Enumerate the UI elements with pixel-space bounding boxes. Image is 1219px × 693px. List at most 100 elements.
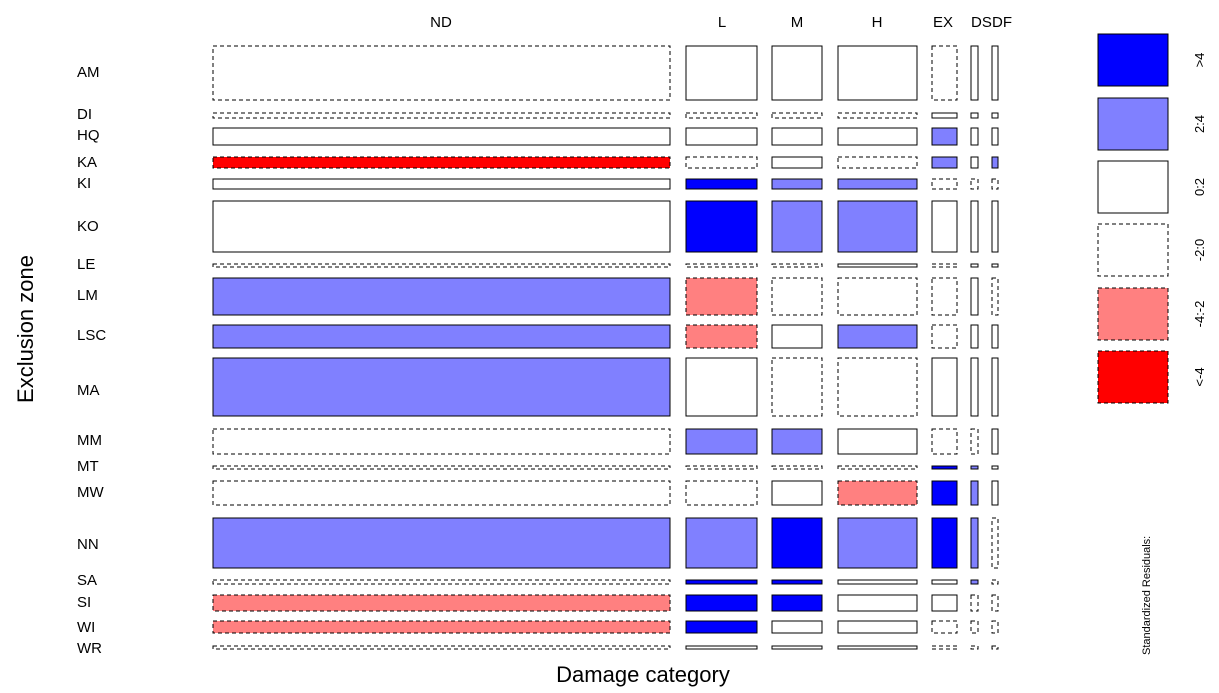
row-label-ki: KI [77,175,91,192]
row-label-le: LE [77,256,95,273]
mosaic-tile-hq-l [685,127,758,146]
mosaic-tile-ko-df [991,200,999,253]
legend-label-2: 0:2 [1192,178,1207,196]
mosaic-tile-mm-ex [931,428,958,455]
mosaic-tile-lm-l [685,277,758,316]
mosaic-tile-ko-l [685,200,758,253]
mosaic-tile-am-h [837,45,918,101]
mosaic-tile-le-df [991,263,999,268]
mosaic-tile-si-h [837,594,918,612]
mosaic-tile-ki-df [991,178,999,190]
row-label-am: AM [77,64,100,81]
mosaic-tile-si-l [685,594,758,612]
mosaic-tile-ko-ds [970,200,979,253]
mosaic-tile-nn-ds [970,517,979,569]
mosaic-tile-sa-ex [931,579,958,585]
mosaic-tiles [212,45,999,650]
mosaic-tile-mt-ds [970,465,979,470]
mosaic-tile-ko-ex [931,200,958,253]
mosaic-tile-ka-h [837,156,918,169]
legend-label-4: -4:-2 [1192,301,1207,328]
mosaic-tile-mm-ds [970,428,979,455]
mosaic-tile-le-ds [970,263,979,268]
mosaic-tile-lsc-ex [931,324,958,349]
row-label-nn: NN [77,536,99,553]
mosaic-tile-mt-h [837,465,918,470]
mosaic-tile-le-nd [212,263,671,268]
mosaic-tile-wr-l [685,645,758,650]
mosaic-tile-ko-h [837,200,918,253]
mosaic-tile-am-ex [931,45,958,101]
mosaic-tile-di-h [837,112,918,119]
mosaic-tile-ka-df [991,156,999,169]
mosaic-tile-le-h [837,263,918,268]
mosaic-tile-wi-nd [212,620,671,634]
mosaic-tile-nn-df [991,517,999,569]
mosaic-tile-le-m [771,263,823,268]
mosaic-tile-si-df [991,594,999,612]
mosaic-tile-lm-ex [931,277,958,316]
mosaic-tile-ko-m [771,200,823,253]
mosaic-tile-ma-m [771,357,823,417]
mosaic-tile-sa-nd [212,579,671,585]
mosaic-tile-lm-nd [212,277,671,316]
mosaic-tile-wi-h [837,620,918,634]
column-label-m: M [791,14,804,31]
row-label-lsc: LSC [77,327,106,344]
y-axis-title: Exclusion zone [13,255,38,403]
mosaic-tile-lm-m [771,277,823,316]
column-label-df: DF [992,14,1012,31]
mosaic-tile-hq-m [771,127,823,146]
mosaic-tile-ka-ex [931,156,958,169]
legend-swatch-3 [1097,223,1169,277]
column-label-nd: ND [430,14,452,31]
mosaic-tile-mm-m [771,428,823,455]
mosaic-tile-mt-nd [212,465,671,470]
mosaic-tile-mw-m [771,480,823,506]
mosaic-tile-mw-nd [212,480,671,506]
row-label-mw: MW [77,484,104,501]
mosaic-tile-wi-ds [970,620,979,634]
mosaic-tile-nn-nd [212,517,671,569]
row-label-si: SI [77,594,91,611]
mosaic-tile-mm-nd [212,428,671,455]
mosaic-tile-lsc-l [685,324,758,349]
mosaic-tile-hq-df [991,127,999,146]
mosaic-tile-ma-ds [970,357,979,417]
legend-swatch-4 [1097,287,1169,341]
mosaic-tile-le-l [685,263,758,268]
mosaic-tile-mt-l [685,465,758,470]
legend-swatch-1 [1097,97,1169,151]
mosaic-tile-lsc-ds [970,324,979,349]
mosaic-tile-di-l [685,112,758,119]
mosaic-tile-mw-df [991,480,999,506]
mosaic-tile-wr-h [837,645,918,650]
mosaic-tile-wr-m [771,645,823,650]
mosaic-tile-ma-df [991,357,999,417]
legend-title: Standardized Residuals: [1141,536,1153,655]
legend-label-0: >4 [1192,53,1207,68]
mosaic-tile-ka-m [771,156,823,169]
mosaic-tile-sa-df [991,579,999,585]
column-labels: ND L M H EX DS DF [430,14,1012,31]
mosaic-tile-ki-ds [970,178,979,190]
mosaic-tile-si-m [771,594,823,612]
mosaic-tile-lm-ds [970,277,979,316]
row-label-sa: SA [77,572,97,589]
row-label-mm: MM [77,432,102,449]
row-label-ka: KA [77,154,97,171]
mosaic-tile-mm-df [991,428,999,455]
mosaic-tile-ka-nd [212,156,671,169]
mosaic-tile-mt-df [991,465,999,470]
mosaic-tile-wi-m [771,620,823,634]
mosaic-tile-di-ds [970,112,979,119]
mosaic-tile-wr-nd [212,645,671,650]
mosaic-tile-lsc-df [991,324,999,349]
mosaic-tile-ki-h [837,178,918,190]
mosaic-tile-ka-l [685,156,758,169]
legend-label-5: <-4 [1192,367,1207,386]
mosaic-tile-mw-ex [931,480,958,506]
mosaic-tile-si-nd [212,594,671,612]
mosaic-tile-ki-m [771,178,823,190]
mosaic-tile-sa-ds [970,579,979,585]
